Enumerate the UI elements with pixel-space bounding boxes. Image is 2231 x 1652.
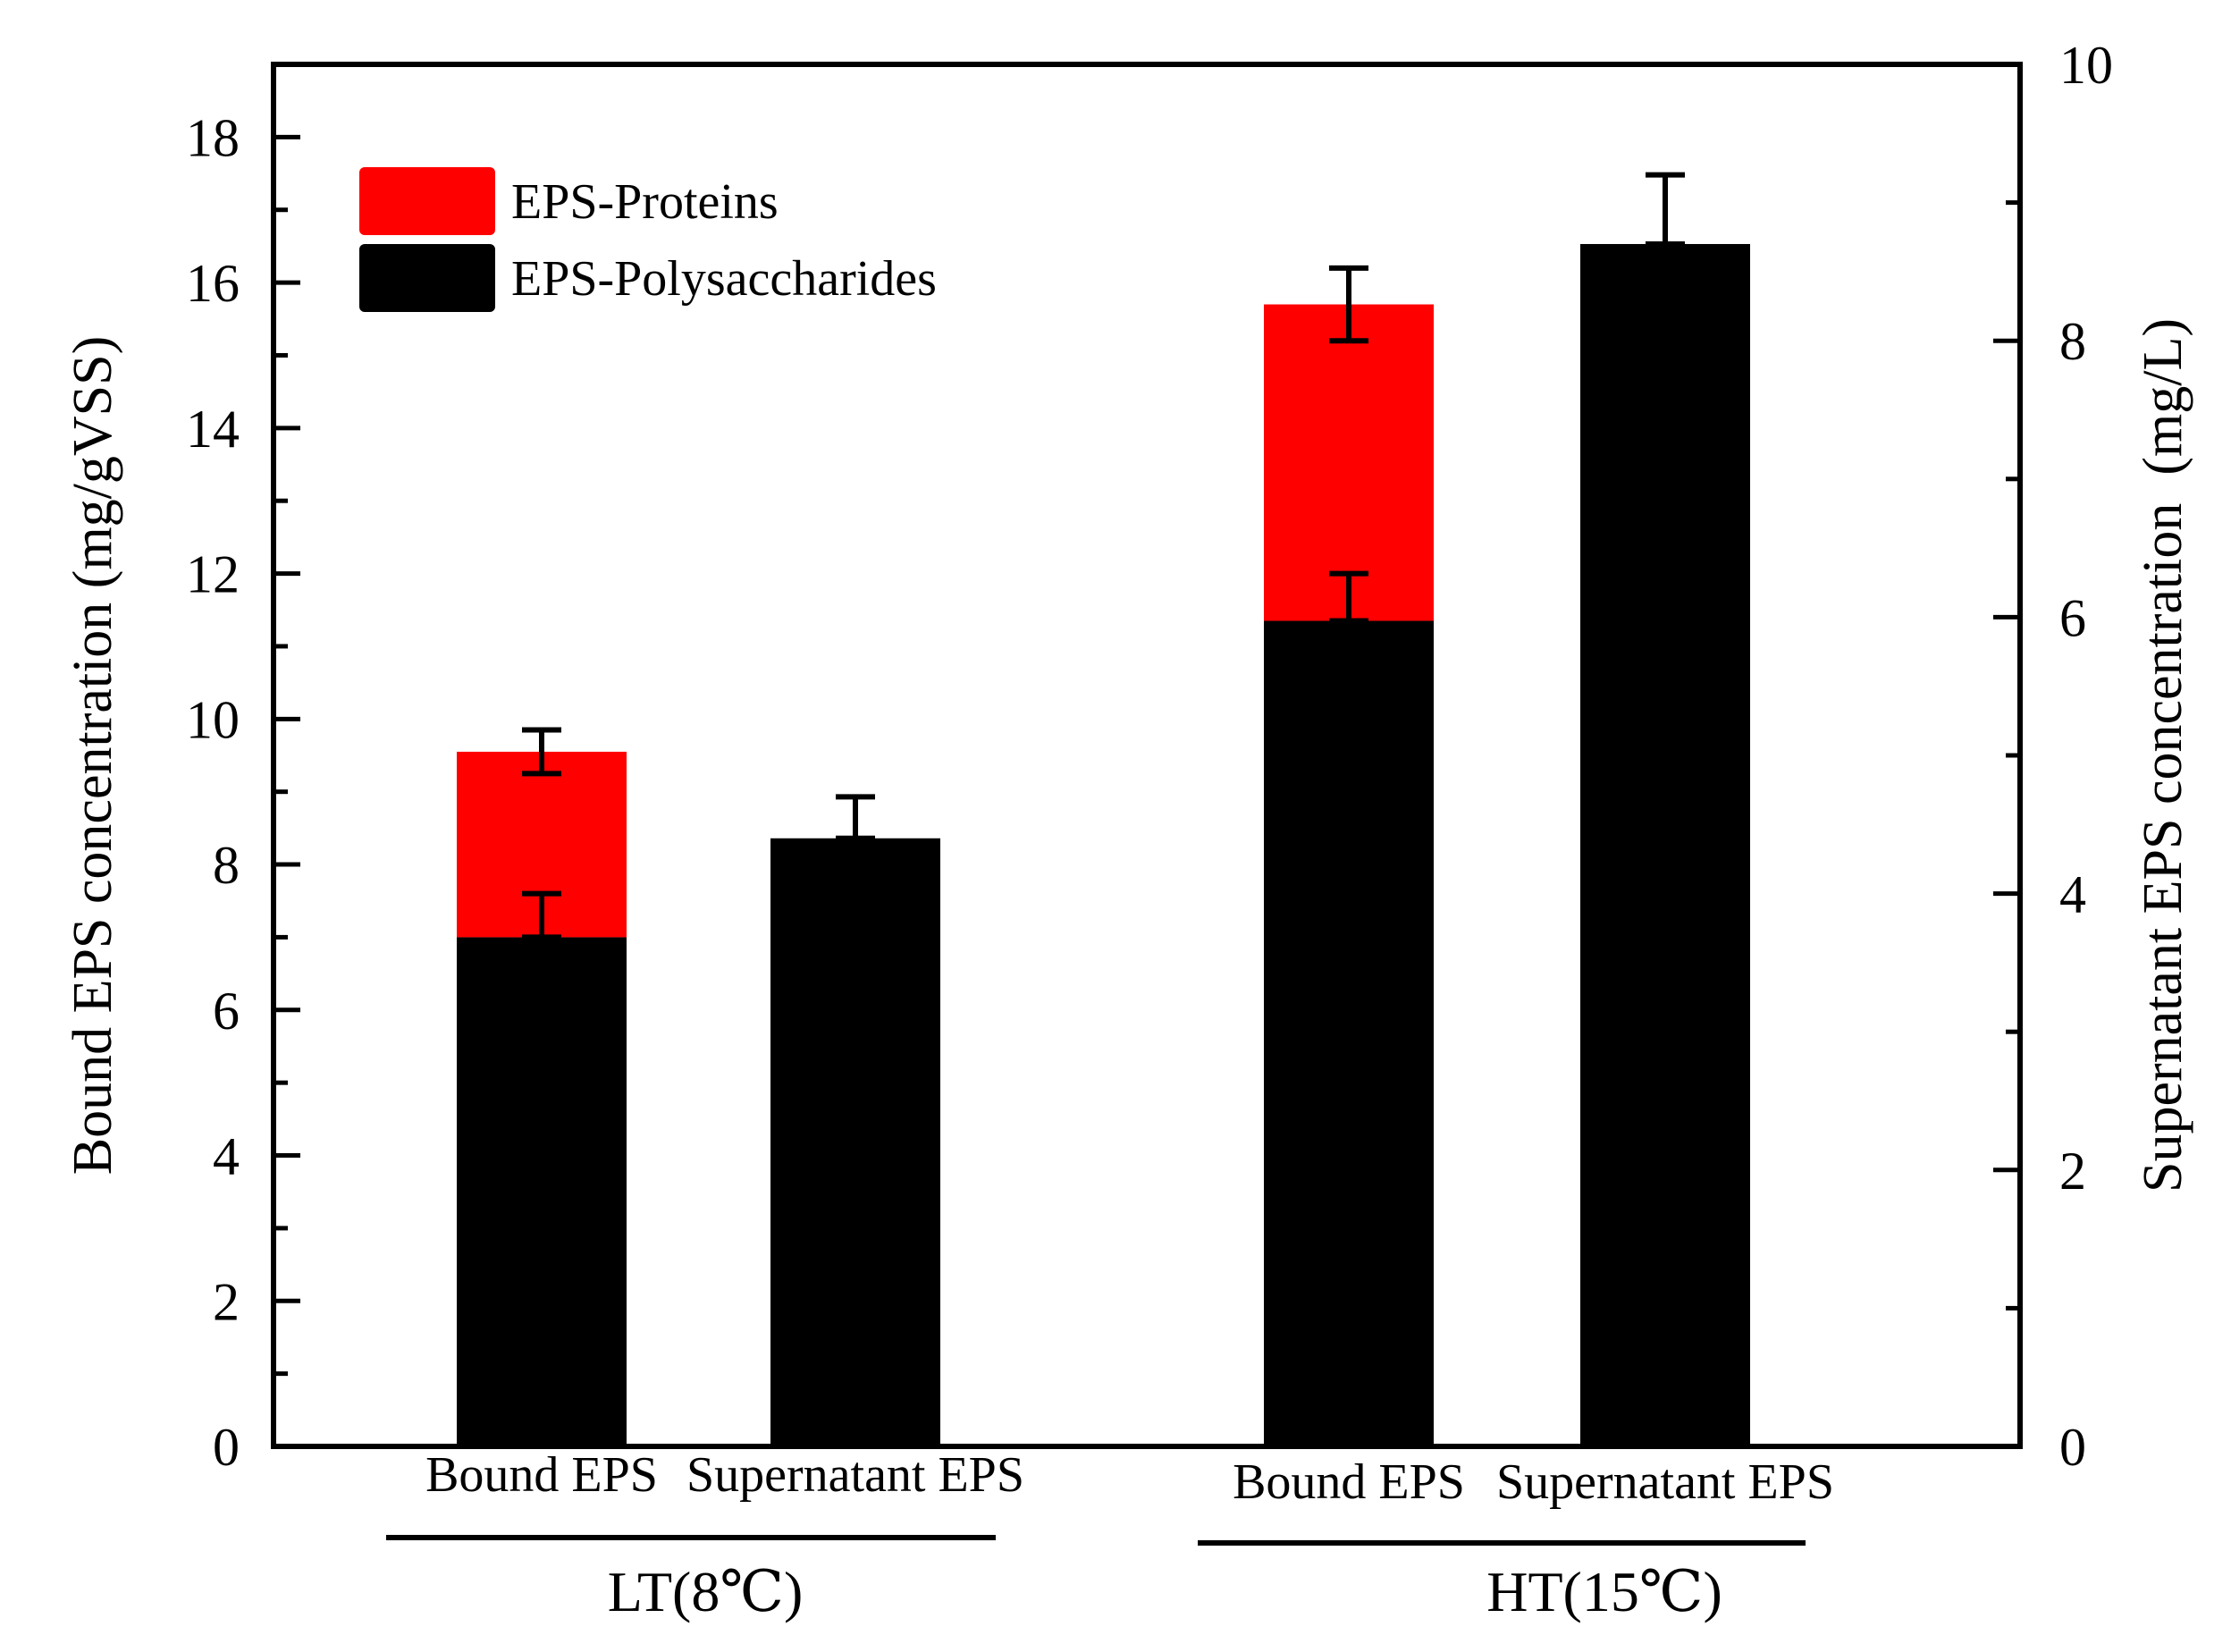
bar-polysaccharides-0	[457, 937, 627, 1446]
left-tick-label: 16	[186, 254, 240, 313]
error-bar-polysaccharides-0	[522, 890, 561, 940]
error-bars-layer	[522, 172, 1685, 940]
right-tick-label: 10	[2059, 36, 2113, 95]
error-bar-polysaccharides-2	[1329, 570, 1368, 624]
left-tick-label: 10	[186, 690, 240, 749]
left-tick-label: 12	[186, 545, 240, 604]
legend-label: EPS-Polysaccharides	[511, 251, 937, 307]
group-label: LT(8℃)	[608, 1560, 804, 1623]
error-bar-polysaccharides-3	[1646, 172, 1685, 247]
left-tick-label: 2	[213, 1272, 240, 1331]
legend-swatch-polysaccharides	[359, 244, 495, 312]
category-label: Supernatant EPS	[686, 1447, 1024, 1503]
left-tick-label: 18	[186, 108, 240, 167]
left-tick-label: 14	[186, 400, 240, 459]
group-label: HT(15℃)	[1486, 1560, 1722, 1623]
right-tick-label: 6	[2059, 588, 2086, 647]
bar-proteins-2	[1264, 304, 1434, 621]
error-bar-total-0	[522, 727, 561, 777]
left-axis-title: Bound EPS concentration (mg/gVSS)	[63, 336, 123, 1176]
right-tick-label: 4	[2059, 865, 2086, 924]
left-tick-label: 8	[213, 836, 240, 895]
bar-polysaccharides-2	[1264, 620, 1434, 1446]
bar-polysaccharides-1	[770, 838, 940, 1446]
right-tick-label: 8	[2059, 312, 2086, 371]
right-tick-label: 2	[2059, 1142, 2086, 1201]
legend: EPS-Proteins EPS-Polysaccharides	[359, 167, 937, 312]
bars-layer	[457, 243, 1750, 1447]
category-label: Bound EPS	[1233, 1454, 1465, 1510]
right-axis-title: Supernatant EPS concentration (mg/L)	[2133, 318, 2193, 1193]
category-label: Supernatant EPS	[1496, 1454, 1834, 1510]
legend-label: EPS-Proteins	[511, 174, 779, 230]
left-tick-label: 4	[213, 1127, 240, 1186]
axis-ticks-layer: 0 2 4 6 8 10 12 14 16 18 0 2 4 6 8 10	[186, 36, 2113, 1477]
right-tick-label: 0	[2059, 1418, 2086, 1477]
error-bar-total-2	[1329, 265, 1368, 344]
labels-layer: Bound EPS concentration (mg/gVSS) Superna…	[63, 318, 2193, 1623]
legend-swatch-proteins	[359, 167, 495, 235]
bar-polysaccharides-3	[1580, 243, 1750, 1447]
error-bar-polysaccharides-1	[836, 794, 875, 841]
category-label: Bound EPS	[425, 1447, 658, 1503]
left-tick-label: 6	[213, 982, 240, 1041]
left-tick-label: 0	[213, 1418, 240, 1477]
